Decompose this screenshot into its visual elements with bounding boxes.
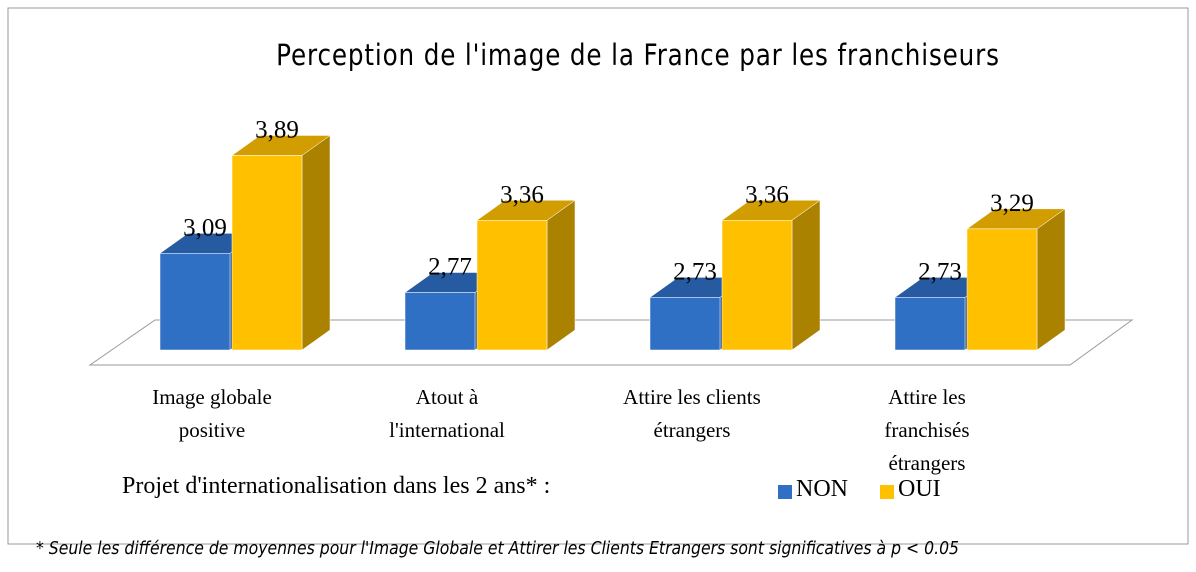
frame bbox=[7, 7, 1189, 545]
legend-swatch bbox=[880, 484, 894, 499]
x-tick-label: Attire les clients étrangers bbox=[623, 385, 761, 442]
bar bbox=[894, 297, 966, 351]
bar bbox=[476, 220, 548, 351]
value-label: 2,73 bbox=[673, 258, 717, 285]
value-label: 3,29 bbox=[990, 190, 1034, 217]
bar bbox=[966, 228, 1038, 351]
bar bbox=[231, 155, 303, 351]
chart-title: Perception de l'image de la France par l… bbox=[276, 38, 1000, 72]
value-label: 2,73 bbox=[918, 258, 962, 285]
bar-side bbox=[546, 199, 576, 351]
bar-side bbox=[791, 199, 821, 351]
value-label: 3,36 bbox=[500, 181, 544, 208]
value-label: 3,09 bbox=[183, 214, 227, 241]
bar bbox=[721, 220, 793, 351]
x-tick-label: Image globale positive bbox=[152, 385, 272, 442]
legend-label: OUI bbox=[898, 476, 941, 502]
legend-entry: OUI bbox=[880, 476, 941, 503]
x-tick-label: Atout à l'international bbox=[389, 385, 505, 442]
bar-side bbox=[301, 134, 331, 351]
legend-title: Projet d'internationalisation dans les 2… bbox=[122, 473, 551, 499]
bar bbox=[649, 297, 721, 351]
value-label: 3,36 bbox=[745, 181, 789, 208]
legend-entry: NON bbox=[778, 476, 848, 503]
value-label: 2,77 bbox=[428, 253, 472, 280]
legend-label: NON bbox=[796, 476, 848, 502]
value-label: 3,89 bbox=[255, 116, 299, 143]
x-tick-label: Attire les franchisés étrangers bbox=[884, 385, 970, 475]
floor bbox=[88, 319, 1134, 366]
footnote: * Seule les différence de moyennes pour … bbox=[36, 538, 960, 559]
bar bbox=[404, 292, 476, 351]
legend-swatch bbox=[778, 484, 792, 499]
bar bbox=[159, 253, 231, 351]
bar-side bbox=[1036, 208, 1066, 351]
